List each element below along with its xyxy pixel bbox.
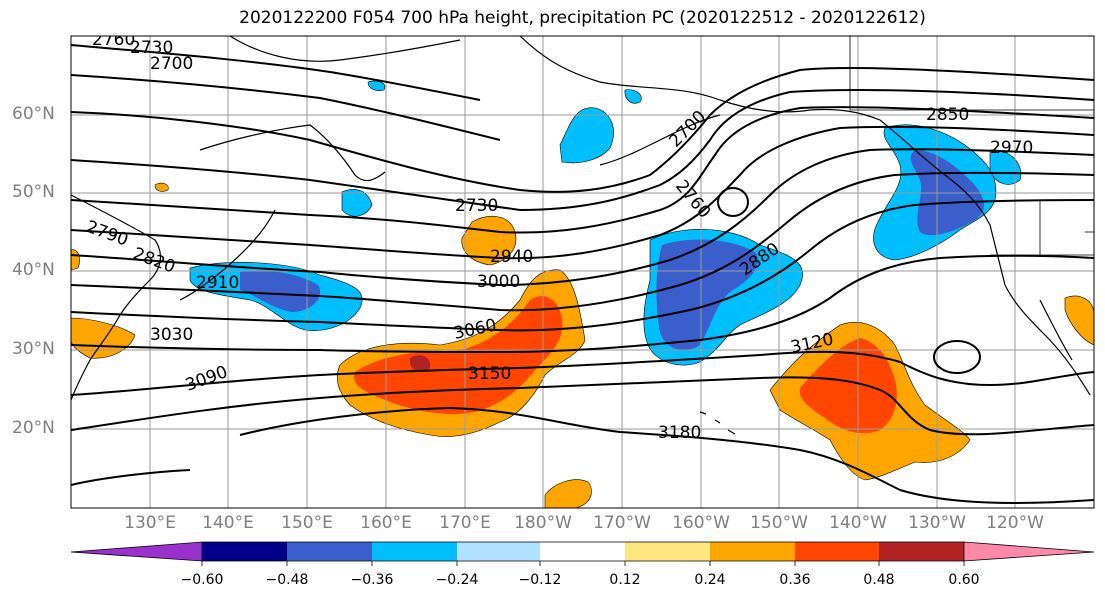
contour-label: 2730	[455, 196, 498, 216]
neg-area-west-pacific-core	[240, 270, 321, 312]
contour-label: 2910	[196, 273, 239, 293]
coast-alaska	[519, 36, 881, 121]
colorbar-swatch	[202, 542, 287, 561]
lat-label: 20°N	[12, 418, 55, 438]
lon-label: 130°E	[124, 513, 176, 533]
precip-positive-areas	[71, 182, 1094, 508]
colorbar-swatch	[287, 542, 372, 561]
neg-area-siberia-small	[367, 80, 386, 91]
coast-aleutians	[599, 114, 721, 166]
lon-label: 170°E	[439, 513, 491, 533]
pos-area-central-pacific-dark	[409, 355, 431, 372]
colorbar-tick-label: 0.24	[694, 572, 726, 588]
lon-label: 140°E	[202, 513, 254, 533]
colorbar-swatch	[540, 542, 625, 561]
colorbar-swatch	[710, 542, 795, 561]
lon-label: 150°E	[281, 513, 333, 533]
contour-label: 2760	[92, 30, 135, 50]
contour-label: 2730	[130, 38, 173, 58]
neg-area-bering	[559, 107, 614, 164]
contour-label: 3150	[468, 364, 511, 384]
colorbar-tick-label: 0.12	[609, 572, 641, 588]
coast-north-america	[879, 119, 1091, 396]
coast-east-asia	[71, 194, 162, 401]
lon-label: 170°W	[593, 513, 651, 533]
map-title: 2020122200 F054 700 hPa height, precipit…	[239, 8, 926, 28]
coast-kamchatka	[199, 124, 386, 182]
colorbar-swatch	[457, 542, 540, 561]
coast-hawaii	[699, 411, 736, 435]
lat-label: 50°N	[12, 182, 55, 202]
pos-area-baja	[1064, 295, 1094, 346]
pos-area-south-central	[544, 479, 592, 508]
coast-baja	[1039, 299, 1073, 361]
colorbar-swatch	[372, 542, 457, 561]
pos-area-central-pacific-core	[354, 296, 563, 415]
colorbar-low-extension	[70, 541, 203, 562]
colorbar-tick-label: −0.24	[435, 572, 479, 588]
colorbar-tick-label: 0.36	[779, 572, 811, 588]
lon-label: 180°W	[514, 513, 572, 533]
neg-area-kamchatka	[341, 189, 373, 217]
coastlines	[71, 36, 1091, 435]
colorbar-swatch	[879, 542, 964, 561]
lon-label: 140°W	[829, 513, 887, 533]
colorbar	[70, 541, 1095, 566]
pos-area-china-coast	[71, 317, 136, 359]
neg-area-north-coast	[989, 149, 1022, 185]
lon-label: 130°W	[908, 513, 966, 533]
lon-label: 120°W	[986, 513, 1044, 533]
contour-label: 2850	[926, 105, 969, 125]
lon-label: 160°E	[360, 513, 412, 533]
contour-label: 2970	[990, 138, 1033, 158]
colorbar-tick-label: −0.12	[518, 572, 562, 588]
colorbar-swatch	[795, 542, 879, 561]
colorbar-tick-label: −0.48	[265, 572, 309, 588]
colorbar-tick-label: −0.36	[350, 572, 394, 588]
lon-label: 150°W	[750, 513, 808, 533]
map-frame	[70, 35, 1095, 509]
precip-negative-areas	[189, 80, 1022, 366]
lat-label: 60°N	[12, 104, 55, 124]
contour-label: 3180	[658, 423, 701, 443]
contour-label: 3000	[477, 272, 520, 292]
contour-label: 2940	[490, 247, 533, 267]
coast-siberia-north	[229, 36, 461, 62]
colorbar-swatch	[625, 542, 710, 561]
lat-label: 40°N	[12, 260, 55, 280]
lon-label: 160°W	[672, 513, 730, 533]
height-contours	[71, 44, 1094, 504]
pos-area-asia-small	[154, 182, 169, 192]
neg-area-central-pacific-core	[656, 239, 759, 351]
graticule	[71, 36, 1094, 508]
colorbar-high-extension	[963, 541, 1095, 562]
colorbar-tick-label: −0.60	[180, 572, 224, 588]
contour-label: 2700	[150, 54, 193, 74]
lat-label: 30°N	[12, 339, 55, 359]
colorbar-tick-label: 0.60	[948, 572, 980, 588]
pos-area-east-pacific-core	[799, 338, 897, 434]
neg-area-alaska-small	[624, 89, 642, 104]
colorbar-tick-label: 0.48	[863, 572, 895, 588]
contour-label: 3030	[150, 325, 193, 345]
